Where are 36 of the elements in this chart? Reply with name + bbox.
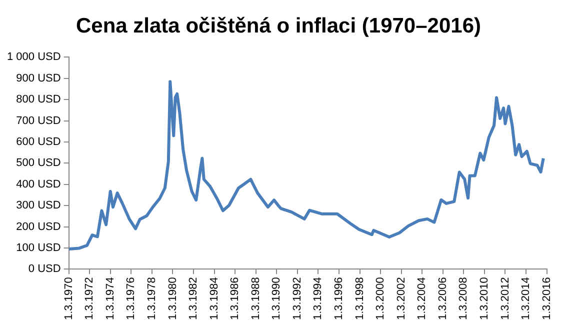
y-tick-label: 900 USD bbox=[16, 72, 61, 84]
x-tick-label: 1.3.1980 bbox=[166, 277, 179, 320]
x-tick-label: 1.3.2008 bbox=[458, 277, 470, 320]
y-tick-label: 200 USD bbox=[16, 220, 61, 233]
x-tick-label: 1.3.2012 bbox=[499, 277, 512, 320]
x-tick-label: 1.3.2010 bbox=[478, 277, 490, 320]
x-tick-label: 1.3.1984 bbox=[208, 277, 220, 320]
y-tick-label: 100 USD bbox=[16, 242, 61, 254]
x-tick-label: 1.3.1982 bbox=[188, 277, 200, 320]
x-tick-label: 1.3.1974 bbox=[104, 277, 116, 320]
x-tick-label: 1.3.1986 bbox=[229, 277, 242, 320]
x-tick-label: 1.3.2016 bbox=[540, 277, 553, 320]
x-tick-label: 1.3.2014 bbox=[520, 277, 532, 320]
y-tick-label: 800 USD bbox=[16, 94, 61, 106]
y-tick-label: 1 000 USD bbox=[6, 51, 61, 64]
x-tick-label: 1.3.1978 bbox=[146, 277, 158, 320]
x-tick-label: 1.3.1976 bbox=[125, 277, 138, 320]
x-tick-label: 1.3.1994 bbox=[312, 277, 324, 320]
x-tick-label: 1.3.1972 bbox=[84, 277, 96, 320]
x-tick-label: 1.3.1988 bbox=[250, 277, 262, 320]
y-tick-label: 700 USD bbox=[16, 114, 61, 127]
chart-title: Cena zlata očištěná o inflaci (1970–2016) bbox=[76, 14, 482, 38]
y-tick-label: 500 USD bbox=[16, 157, 61, 170]
x-tick-label: 1.3.1998 bbox=[354, 277, 366, 320]
y-tick-label: 400 USD bbox=[16, 178, 61, 190]
y-tick-label: 0 USD bbox=[28, 263, 61, 276]
y-tick-label: 300 USD bbox=[16, 200, 61, 212]
x-tick-label: 1.3.1990 bbox=[270, 277, 283, 320]
x-tick-label: 1.3.1970 bbox=[62, 277, 75, 320]
x-tick-label: 1.3.2002 bbox=[395, 277, 408, 320]
x-tick-label: 1.3.2004 bbox=[416, 277, 428, 320]
x-tick-label: 1.3.2000 bbox=[374, 277, 387, 320]
x-tick-label: 1.3.1992 bbox=[291, 277, 304, 320]
x-tick-label: 1.3.1996 bbox=[333, 277, 346, 320]
y-tick-label: 600 USD bbox=[16, 136, 61, 148]
x-tick-label: 1.3.2006 bbox=[436, 277, 449, 320]
